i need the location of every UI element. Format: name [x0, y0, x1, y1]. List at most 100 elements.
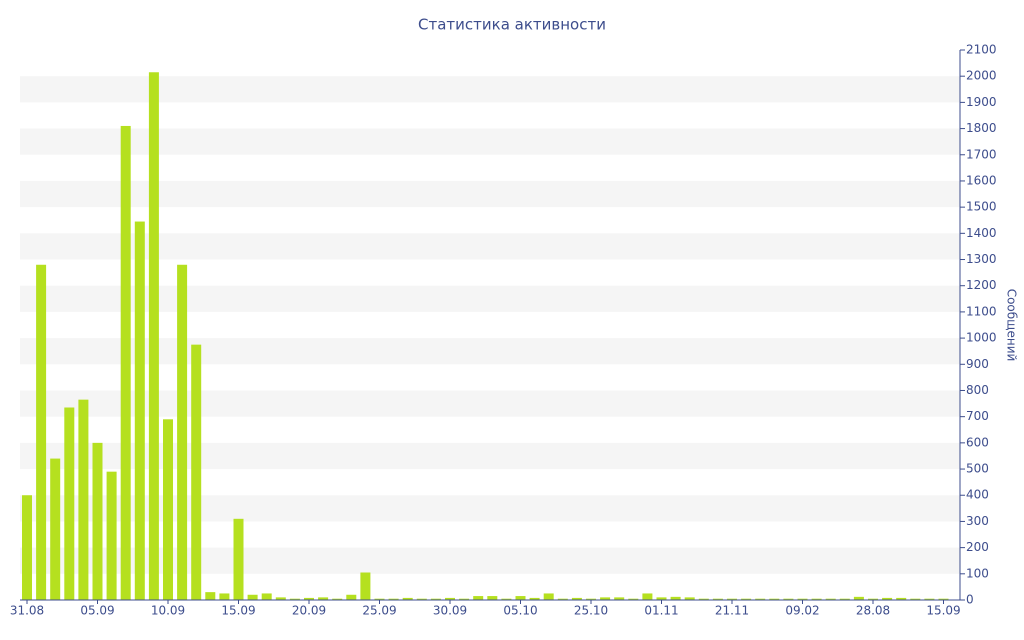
y-tick-label: 1300	[966, 252, 997, 266]
bar	[487, 596, 498, 600]
bar	[289, 598, 300, 600]
bar	[374, 598, 385, 600]
bar	[50, 458, 61, 600]
bar	[557, 598, 568, 600]
grid-band	[20, 233, 960, 260]
bar	[36, 264, 47, 600]
bar	[445, 597, 455, 600]
x-tick-label: 25.10	[574, 604, 608, 618]
grid-band	[20, 128, 960, 155]
bar	[346, 594, 357, 600]
y-tick-label: 800	[966, 383, 989, 397]
bar	[304, 597, 314, 600]
bar	[712, 598, 723, 600]
bar	[473, 596, 484, 600]
bar	[275, 597, 286, 600]
bar	[698, 598, 709, 600]
y-tick-label: 1400	[966, 226, 997, 240]
bar	[402, 597, 413, 600]
bar	[120, 125, 131, 600]
x-tick-label: 25.09	[362, 604, 396, 618]
x-tick-label: 31.08	[10, 604, 44, 618]
x-tick-label: 05.09	[80, 604, 114, 618]
chart-title: Статистика активности	[418, 16, 606, 34]
bar	[148, 72, 159, 600]
grid-band	[20, 76, 960, 103]
y-tick-label: 500	[966, 462, 989, 476]
bar	[64, 407, 75, 600]
bar	[543, 593, 554, 600]
bar	[628, 598, 639, 600]
bar	[261, 593, 272, 600]
bar	[797, 598, 808, 600]
grid-band	[20, 338, 960, 365]
grid-band	[20, 390, 960, 417]
y-tick-label: 1700	[966, 147, 997, 161]
bar	[247, 594, 258, 600]
bar	[459, 598, 470, 600]
bar	[783, 598, 794, 600]
bar	[22, 495, 32, 600]
bar	[163, 419, 173, 600]
bar	[106, 471, 117, 600]
y-tick-label: 1600	[966, 173, 997, 187]
y-tick-label: 1900	[966, 95, 997, 109]
y-axis-label: Сообщений	[1005, 289, 1019, 362]
x-tick-label: 09.02	[785, 604, 819, 618]
x-tick-label: 15.09	[926, 604, 960, 618]
bar	[741, 598, 752, 600]
grid-band	[20, 180, 960, 208]
x-tick-label: 05.10	[503, 604, 537, 618]
y-tick-label: 0	[966, 593, 974, 607]
bar	[910, 598, 921, 600]
bar	[360, 572, 371, 600]
bar	[684, 597, 695, 600]
bar	[825, 598, 836, 600]
y-tick-label: 1500	[966, 200, 997, 214]
grid-band	[20, 547, 960, 574]
y-tick-label: 400	[966, 488, 989, 502]
bar	[191, 344, 202, 600]
y-tick-label: 300	[966, 514, 989, 528]
x-tick-label: 28.08	[856, 604, 890, 618]
y-tick-label: 100	[966, 566, 989, 580]
bar	[134, 221, 145, 601]
bar	[529, 597, 540, 600]
y-tick-label: 600	[966, 435, 989, 449]
x-tick-label: 01.11	[644, 604, 678, 618]
bar	[896, 597, 907, 600]
bar	[219, 593, 230, 600]
grid-band	[20, 285, 960, 312]
bar	[571, 597, 582, 600]
x-tick-label: 21.11	[715, 604, 749, 618]
bar	[811, 598, 822, 600]
x-tick-label: 10.09	[151, 604, 185, 618]
y-tick-label: 1200	[966, 278, 997, 292]
bar	[177, 264, 188, 600]
bar	[501, 598, 512, 600]
y-tick-label: 1000	[966, 331, 997, 345]
x-tick-label: 20.09	[292, 604, 326, 618]
bar	[938, 598, 949, 600]
y-tick-label: 200	[966, 540, 989, 554]
bar	[205, 592, 216, 600]
bar	[755, 598, 766, 600]
bar	[839, 598, 850, 600]
bar	[769, 598, 780, 600]
bar	[868, 598, 878, 600]
bar	[656, 597, 667, 600]
y-tick-label: 1800	[966, 121, 997, 135]
bar	[430, 598, 441, 600]
bar	[614, 597, 625, 600]
bar	[642, 593, 653, 600]
y-tick-label: 2100	[966, 43, 997, 57]
bar	[924, 598, 935, 600]
bar	[233, 518, 244, 600]
y-tick-label: 2000	[966, 69, 997, 83]
grid-band	[20, 442, 960, 470]
bar	[388, 598, 399, 600]
bar	[416, 598, 427, 600]
x-tick-label: 30.09	[433, 604, 467, 618]
bar	[92, 442, 103, 600]
